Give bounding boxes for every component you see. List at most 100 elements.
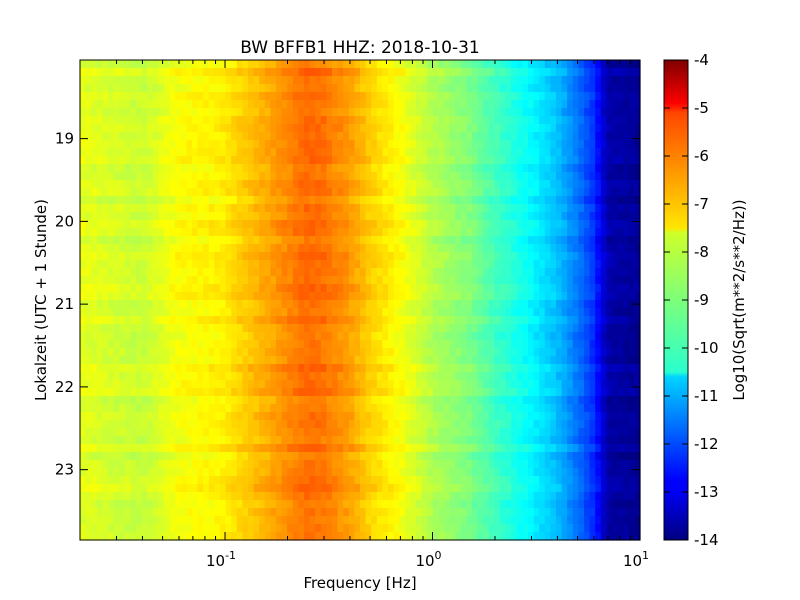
heatmap-cell <box>460 244 467 253</box>
heatmap-cell <box>85 420 92 429</box>
heatmap-cell <box>343 348 350 357</box>
heatmap-cell <box>337 436 344 445</box>
heatmap-cell <box>360 292 367 301</box>
heatmap-cell <box>141 308 148 317</box>
heatmap-cell <box>477 84 484 93</box>
heatmap-cell <box>421 124 428 133</box>
heatmap-cell <box>315 412 322 421</box>
heatmap-cell <box>427 300 434 309</box>
heatmap-cell <box>214 284 221 293</box>
heatmap-cell <box>578 260 585 269</box>
heatmap-cell <box>494 68 501 77</box>
heatmap-cell <box>348 188 355 197</box>
heatmap-cell <box>248 284 255 293</box>
heatmap-cell <box>376 220 383 229</box>
heatmap-cell <box>421 84 428 93</box>
heatmap-cell <box>147 340 154 349</box>
heatmap-cell <box>617 332 624 341</box>
heatmap-cell <box>141 148 148 157</box>
heatmap-cell <box>147 364 154 373</box>
heatmap-cell <box>572 172 579 181</box>
heatmap-cell <box>606 324 613 333</box>
heatmap-cell <box>309 180 316 189</box>
heatmap-cell <box>320 268 327 277</box>
heatmap-cell <box>477 372 484 381</box>
heatmap-cell <box>421 300 428 309</box>
heatmap-cell <box>393 332 400 341</box>
heatmap-cell <box>589 308 596 317</box>
heatmap-cell <box>466 348 473 357</box>
heatmap-cell <box>477 228 484 237</box>
heatmap-cell <box>623 268 630 277</box>
heatmap-cell <box>444 148 451 157</box>
heatmap-cell <box>337 308 344 317</box>
heatmap-cell <box>623 212 630 221</box>
heatmap-cell <box>354 388 361 397</box>
heatmap-cell <box>197 284 204 293</box>
heatmap-cell <box>466 156 473 165</box>
heatmap-cell <box>561 412 568 421</box>
heatmap-cell <box>270 244 277 253</box>
heatmap-cell <box>589 100 596 109</box>
heatmap-cell <box>544 428 551 437</box>
heatmap-cell <box>225 204 232 213</box>
heatmap-cell <box>567 148 574 157</box>
heatmap-cell <box>270 60 277 69</box>
heatmap-cell <box>80 388 87 397</box>
heatmap-cell <box>477 428 484 437</box>
heatmap-cell <box>500 180 507 189</box>
heatmap-cell <box>511 332 518 341</box>
heatmap-cell <box>309 140 316 149</box>
heatmap-cell <box>539 308 546 317</box>
heatmap-cell <box>326 260 333 269</box>
heatmap-cell <box>617 76 624 85</box>
heatmap-cell <box>164 212 171 221</box>
heatmap-cell <box>264 420 271 429</box>
heatmap-cell <box>343 388 350 397</box>
heatmap-cell <box>628 420 635 429</box>
heatmap-cell <box>600 276 607 285</box>
heatmap-cell <box>399 244 406 253</box>
heatmap-cell <box>152 252 159 261</box>
heatmap-cell <box>382 436 389 445</box>
heatmap-cell <box>309 284 316 293</box>
heatmap-cell <box>130 348 137 357</box>
heatmap-cell <box>617 108 624 117</box>
heatmap-cell <box>337 196 344 205</box>
heatmap-cell <box>348 268 355 277</box>
heatmap-cell <box>169 68 176 77</box>
heatmap-cell <box>455 388 462 397</box>
heatmap-cell <box>231 300 238 309</box>
heatmap-cell <box>634 236 641 245</box>
heatmap-cell <box>309 148 316 157</box>
heatmap-cell <box>550 148 557 157</box>
heatmap-cell <box>416 348 423 357</box>
heatmap-cell <box>169 76 176 85</box>
heatmap-cell <box>136 212 143 221</box>
heatmap-cell <box>449 268 456 277</box>
heatmap-cell <box>455 172 462 181</box>
heatmap-cell <box>225 60 232 69</box>
heatmap-cell <box>360 156 367 165</box>
heatmap-cell <box>427 76 434 85</box>
heatmap-cell <box>572 364 579 373</box>
heatmap-cell <box>169 116 176 125</box>
heatmap-cell <box>197 196 204 205</box>
heatmap-cell <box>343 364 350 373</box>
heatmap-cell <box>550 396 557 405</box>
heatmap-cell <box>634 284 641 293</box>
heatmap-cell <box>432 68 439 77</box>
heatmap-cell <box>208 260 215 269</box>
heatmap-cell <box>326 132 333 141</box>
heatmap-cell <box>147 404 154 413</box>
heatmap-cell <box>80 140 87 149</box>
heatmap-cell <box>505 260 512 269</box>
heatmap-cell <box>634 404 641 413</box>
heatmap-cell <box>623 436 630 445</box>
heatmap-cell <box>320 196 327 205</box>
heatmap-cell <box>309 236 316 245</box>
heatmap-cell <box>477 284 484 293</box>
heatmap-cell <box>124 276 131 285</box>
heatmap-cell <box>460 340 467 349</box>
heatmap-cell <box>382 100 389 109</box>
